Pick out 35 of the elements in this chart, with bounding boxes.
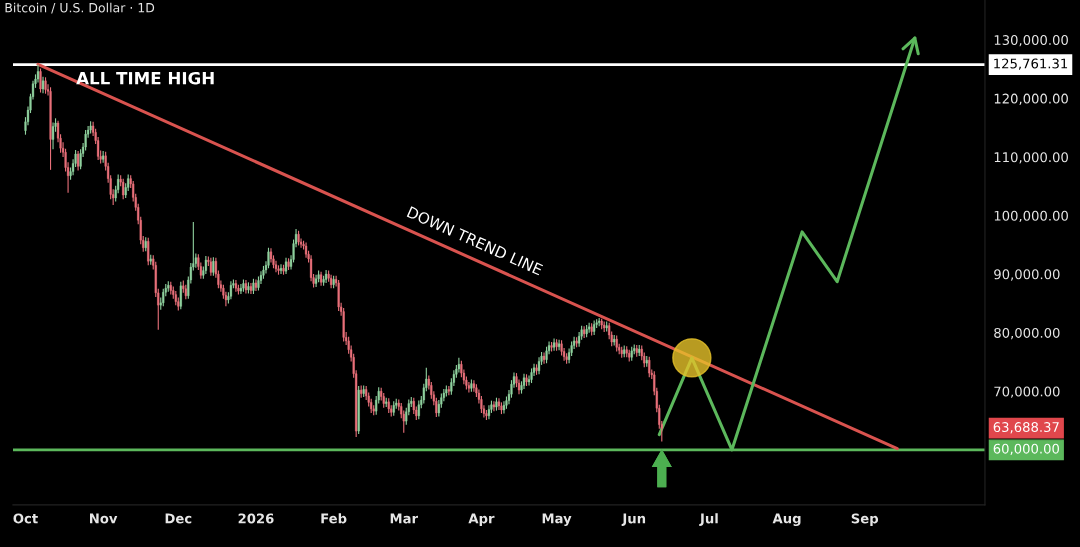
text: 63,688.37	[993, 422, 1059, 434]
x-tick-label: Jun	[621, 513, 646, 526]
x-tick-label: Feb	[321, 513, 347, 524]
x-tick-label: Sep	[851, 513, 879, 526]
candlestick	[588, 322, 591, 334]
y-tick-label: 130,000.00	[994, 35, 1068, 47]
candlestick	[530, 367, 533, 384]
y-tick-label: 80,000.00	[994, 327, 1060, 340]
x-tick-label: Aug	[772, 513, 801, 526]
y-tick-label: 90,000.00	[994, 269, 1060, 281]
candlestick	[457, 357, 460, 374]
x-tick-label: Mar	[390, 513, 418, 524]
x-tick-label: Nov	[90, 513, 118, 524]
y-tick-label: 120,000.00	[994, 93, 1068, 105]
candlestick	[287, 257, 290, 271]
candlestick	[277, 264, 280, 276]
x-tick-label: 2026	[238, 513, 274, 524]
candlestick	[500, 401, 503, 415]
candlestick	[51, 121, 55, 150]
candlestick	[525, 373, 528, 387]
y-tick-label: 70,000.00	[994, 386, 1060, 398]
x-tick-label: Apr	[468, 513, 495, 526]
x-tick-label: Jul	[699, 513, 718, 526]
y-tick-label: 100,000.00	[994, 210, 1068, 223]
candlestick	[254, 278, 258, 292]
y-tick-label: 110,000.00	[994, 152, 1068, 164]
x-tick-label: Oct	[13, 513, 38, 524]
annotation: ALL TIME HIGH	[76, 71, 214, 85]
candlestick	[257, 275, 260, 292]
chart-title: Bitcoin / U.S. Dollar · 1D	[5, 2, 155, 14]
ref-line-label: 125,761.31	[994, 58, 1068, 70]
x-tick-label: Dec	[165, 513, 192, 524]
x-tick-label: May	[542, 513, 572, 526]
ref-line-label: 60,000.00	[993, 443, 1060, 455]
candlestick	[262, 265, 265, 280]
